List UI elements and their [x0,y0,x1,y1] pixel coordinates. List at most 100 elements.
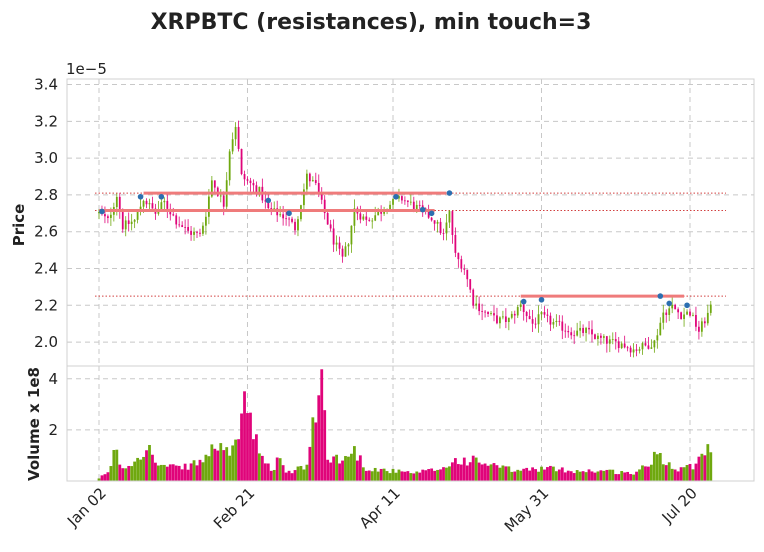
candle-body [466,269,469,280]
volume-bar [162,464,166,481]
touch-points [99,190,690,309]
volume-bar [118,464,122,481]
candle-body [377,211,380,216]
price-grid [67,79,754,366]
volume-bar [709,452,713,481]
x-tick-label: Apr 11 [356,484,404,532]
volume-bar [344,456,347,481]
volume-bar [409,473,413,481]
volume-bar [673,469,677,481]
candle-body [674,304,677,310]
volume-bar [563,472,567,481]
volume-bar [388,473,392,481]
candle-body [469,279,472,290]
volume-bar [412,473,416,481]
candle-body [493,313,495,316]
volume-bar [109,466,113,481]
candle-body [531,319,534,324]
candle-body [142,200,145,207]
price-tick-label: 3.2 [34,112,58,130]
candle-body [582,327,584,333]
volume-bar [332,456,336,481]
volume-bar [370,471,374,481]
volume-bar [694,463,698,481]
candle-body [409,201,412,203]
candle-body [591,329,593,335]
candle-body [641,343,644,350]
volume-bar [451,462,454,481]
volume-bar [290,473,294,481]
volume-bar [626,471,630,481]
volume-bar [471,455,475,481]
candle-body [564,330,567,332]
volume-bar [614,474,618,481]
volume-bar [599,470,603,481]
volume-bar [308,446,312,481]
volume-bar [299,466,303,481]
candle-body [650,347,653,349]
volume-bar [204,454,208,481]
volume-bar [549,465,552,481]
candle-body [585,327,587,333]
volume-bar [133,461,137,481]
volume-bar [578,471,582,481]
volume-bar [237,439,240,481]
candle-body [412,201,415,210]
candle-body [605,336,608,344]
candle-body [671,304,674,309]
volume-bar [584,472,588,481]
candle-body [406,200,409,202]
volume-bar [192,460,196,481]
volume-bar [569,471,573,481]
candle-body [460,259,463,269]
candle-body [288,218,290,220]
volume-bar [397,469,401,481]
volume-bar [394,472,398,481]
candle-body [359,213,362,220]
candle-body [368,219,371,221]
volume-bar [554,471,558,481]
volume-bar [531,467,534,481]
volume-bar [703,455,707,481]
volume-bar [168,464,172,481]
candle-body [252,183,255,186]
candle-body [638,349,641,351]
volume-bar [127,465,131,481]
volume-bar [587,469,591,481]
volume-bar [486,465,490,481]
candle-body [255,185,258,193]
volume-bar [186,469,190,481]
volume-bar [465,465,469,481]
candle-body [540,312,543,315]
price-scale-label: 1e−5 [66,60,107,78]
volume-bar [249,412,252,481]
candle-body [193,231,195,235]
volume-bar [198,459,202,481]
candle-body [234,126,237,140]
volume-bar [159,464,163,481]
volume-bar [361,467,365,481]
candle-body [439,221,442,234]
volume-bar [391,468,395,481]
candle-body [415,204,418,210]
candle-body [451,211,454,235]
candle-body [294,221,296,231]
candle-body [698,326,700,332]
candle-body [178,224,181,226]
candle-body [314,180,317,183]
price-tick-label: 3.4 [34,76,58,94]
volume-bar [148,444,151,481]
volume-bar [246,413,249,481]
volume-bar [581,471,585,481]
candle-body [632,349,635,353]
volume-bar [103,474,107,481]
touch-point [419,206,426,213]
resistance-lines [99,191,685,298]
volume-bar [272,469,276,481]
volume-bar [448,466,451,481]
volume-bar [358,455,362,481]
touch-point [393,193,399,200]
candle-body [323,199,326,214]
reference-lines [95,192,726,297]
volume-bar [130,466,134,481]
